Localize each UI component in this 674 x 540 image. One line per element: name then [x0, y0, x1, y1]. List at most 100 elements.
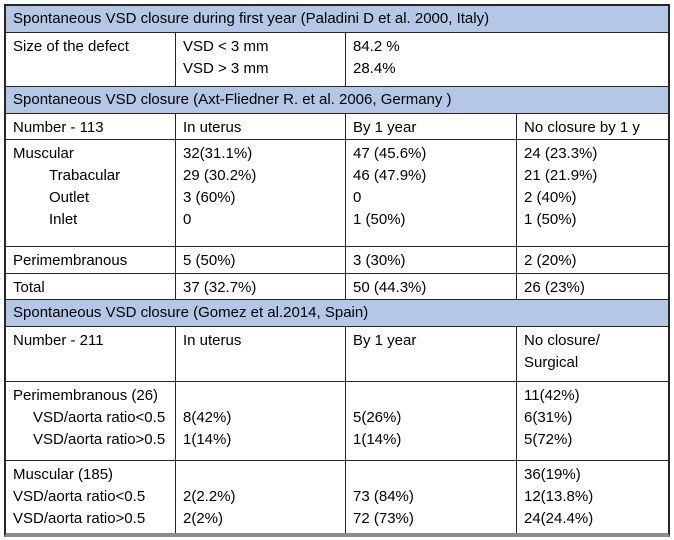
cell-line: 2(2%): [183, 510, 224, 527]
cell-line: 50 (44.3%): [353, 279, 427, 296]
axt-muscular-block-cell-0: Muscular Trabacular Outlet Inlet: [6, 140, 176, 246]
cell-line: VSD/aorta ratio>0.5: [33, 431, 166, 448]
cell-line: VSD/aorta ratio>0.5: [13, 510, 146, 527]
cell-line: Trabacular: [49, 167, 121, 184]
cell-line: 5 (50%): [183, 252, 236, 269]
axt-perimembranous-row: Perimembranous 5 (50%) 3 (30%) 2 (20%): [6, 247, 668, 274]
cell-line: 26 (23%): [524, 279, 585, 296]
axt-total-row-cell-1: 37 (32.7%): [176, 274, 346, 299]
axt-muscular-block-cell-3: 24 (23.3%) 21 (21.9%) 2 (40%) 1 (50%): [517, 140, 668, 246]
cell-line: Perimembranous (26): [13, 387, 159, 404]
cell-line: VSD/aorta ratio<0.5: [33, 409, 166, 426]
cell-line: 36(19%): [524, 466, 581, 483]
paladini-size-row-cell-1: VSD < 3 mm VSD > 3 mm: [176, 33, 346, 86]
paladini-size-row-cell-0: Size of the defect: [6, 33, 176, 86]
cell-line: Muscular: [13, 145, 74, 162]
cell-line: By 1 year: [353, 332, 417, 349]
cell-line: [346, 385, 516, 407]
axt-header-row-cell-2: By 1 year: [346, 114, 517, 139]
cell-line: 84.2 %: [353, 38, 400, 55]
axt-perimembranous-row-cell-3: 2 (20%): [517, 247, 668, 273]
cell-line: 28.4%: [353, 60, 396, 77]
axt-perimembranous-row-cell-1: 5 (50%): [176, 247, 346, 273]
axt-total-row-cell-3: 26 (23%): [517, 274, 668, 299]
axt-header-row-cell-3: No closure by 1 y: [517, 114, 668, 139]
gomez-perimembranous-block: Perimembranous (26) VSD/aorta ratio<0.5 VS…: [6, 382, 668, 461]
cell-line: Number - 211: [13, 332, 104, 349]
cell-line: In uterus: [183, 119, 242, 136]
axt-muscular-block: Muscular Trabacular Outlet Inlet 32(31.1%) 29…: [6, 140, 668, 247]
cell-line: 3 (30%): [353, 252, 406, 269]
gomez-band: Spontaneous VSD closure (Gomez et al.201…: [6, 300, 668, 327]
gomez-muscular-block-cell-2: 73 (84%) 72 (73%): [346, 461, 517, 533]
gomez-muscular-block-cell-1: 2(2.2%) 2(2%): [176, 461, 346, 533]
cell-line: No closure/: [524, 332, 600, 349]
axt-header-row: Number - 113 In uterus By 1 year No closure…: [6, 114, 668, 140]
cell-line: 1 (50%): [524, 211, 577, 228]
cell-line: VSD < 3 mm: [183, 38, 269, 55]
cell-line: VSD > 3 mm: [183, 60, 269, 77]
axt-total-row-cell-2: 50 (44.3%): [346, 274, 517, 299]
paladini-size-row: Size of the defect VSD < 3 mm VSD > 3 mm 84…: [6, 33, 668, 87]
axt-total-row: Total 37 (32.7%) 50 (44.3%) 26 (23%): [6, 274, 668, 300]
cell-line: 1(14%): [353, 431, 402, 448]
cell-line: Total: [13, 279, 45, 296]
cell-line: 5(72%): [524, 431, 573, 448]
cell-line: 29 (30.2%): [183, 167, 257, 184]
gomez-perimembranous-block-cell-1: 8(42%) 1(14%): [176, 382, 346, 460]
cell-line: Perimembranous: [13, 252, 128, 269]
cell-line: 46 (47.9%): [353, 167, 427, 184]
cell-line: VSD/aorta ratio<0.5: [13, 488, 146, 505]
cell-line: 0: [353, 189, 362, 206]
axt-perimembranous-row-cell-2: 3 (30%): [346, 247, 517, 273]
cell-line: 2(2.2%): [183, 488, 236, 505]
gomez-perimembranous-block-cell-0: Perimembranous (26) VSD/aorta ratio<0.5 VS…: [6, 382, 176, 460]
cell-line: 3 (60%): [183, 189, 236, 206]
cell-line: 1(14%): [183, 431, 232, 448]
gomez-muscular-block: Muscular (185) VSD/aorta ratio<0.5 VSD/aor…: [6, 461, 668, 533]
cell-line: Surgical: [524, 354, 579, 371]
cell-line: [176, 385, 345, 407]
cell-line: 37 (32.7%): [183, 279, 257, 296]
cell-line: 73 (84%): [353, 488, 414, 505]
cell-line: 5(26%): [353, 409, 402, 426]
gomez-perimembranous-block-cell-2: 5(26%) 1(14%): [346, 382, 517, 460]
cell-line: 24 (23.3%): [524, 145, 598, 162]
vsd-closure-table: Spontaneous VSD closure during first yea…: [4, 4, 670, 537]
cell-line: 72 (73%): [353, 510, 414, 527]
cell-line: 6(31%): [524, 409, 573, 426]
axt-header-row-cell-0: Number - 113: [6, 114, 176, 139]
gomez-header-row-cell-0: Number - 211: [6, 327, 176, 381]
axt-band: Spontaneous VSD closure (Axt-Fliedner R.…: [6, 87, 668, 114]
cell-line: [176, 464, 345, 486]
cell-line: 24(24.4%): [524, 510, 594, 527]
cell-line: 21 (21.9%): [524, 167, 598, 184]
gomez-header-row-cell-2: By 1 year: [346, 327, 517, 381]
cell-line: 2 (40%): [524, 189, 577, 206]
cell-line: 47 (45.6%): [353, 145, 427, 162]
cell-line: 32(31.1%): [183, 145, 253, 162]
paladini-size-row-cell-2: 84.2 % 28.4%: [346, 33, 668, 86]
cell-line: 11(42%): [524, 387, 580, 404]
gomez-header-row: Number - 211 In uterus By 1 year No closure…: [6, 327, 668, 382]
gomez-perimembranous-block-cell-3: 11(42%) 6(31%) 5(72%): [517, 382, 668, 460]
cell-line: No closure by 1 y: [524, 119, 640, 136]
cell-line: In uterus: [183, 332, 242, 349]
cell-line: Outlet: [49, 189, 90, 206]
cell-line: [346, 464, 516, 486]
axt-muscular-block-cell-2: 47 (45.6%) 46 (47.9%) 0 1 (50%): [346, 140, 517, 246]
axt-header-row-cell-1: In uterus: [176, 114, 346, 139]
gomez-header-row-cell-1: In uterus: [176, 327, 346, 381]
cell-line: 1 (50%): [353, 211, 406, 228]
cell-line: Inlet: [49, 211, 78, 228]
paladini-band: Spontaneous VSD closure during first yea…: [6, 6, 668, 33]
cell-line: 0: [183, 211, 192, 228]
gomez-muscular-block-cell-0: Muscular (185) VSD/aorta ratio<0.5 VSD/aor…: [6, 461, 176, 533]
cell-line: Number - 113: [13, 119, 104, 136]
cell-line: 2 (20%): [524, 252, 577, 269]
gomez-muscular-block-cell-3: 36(19%) 12(13.8%) 24(24.4%): [517, 461, 668, 533]
cell-line: 12(13.8%): [524, 488, 594, 505]
axt-perimembranous-row-cell-0: Perimembranous: [6, 247, 176, 273]
axt-muscular-block-cell-1: 32(31.1%) 29 (30.2%) 3 (60%) 0: [176, 140, 346, 246]
